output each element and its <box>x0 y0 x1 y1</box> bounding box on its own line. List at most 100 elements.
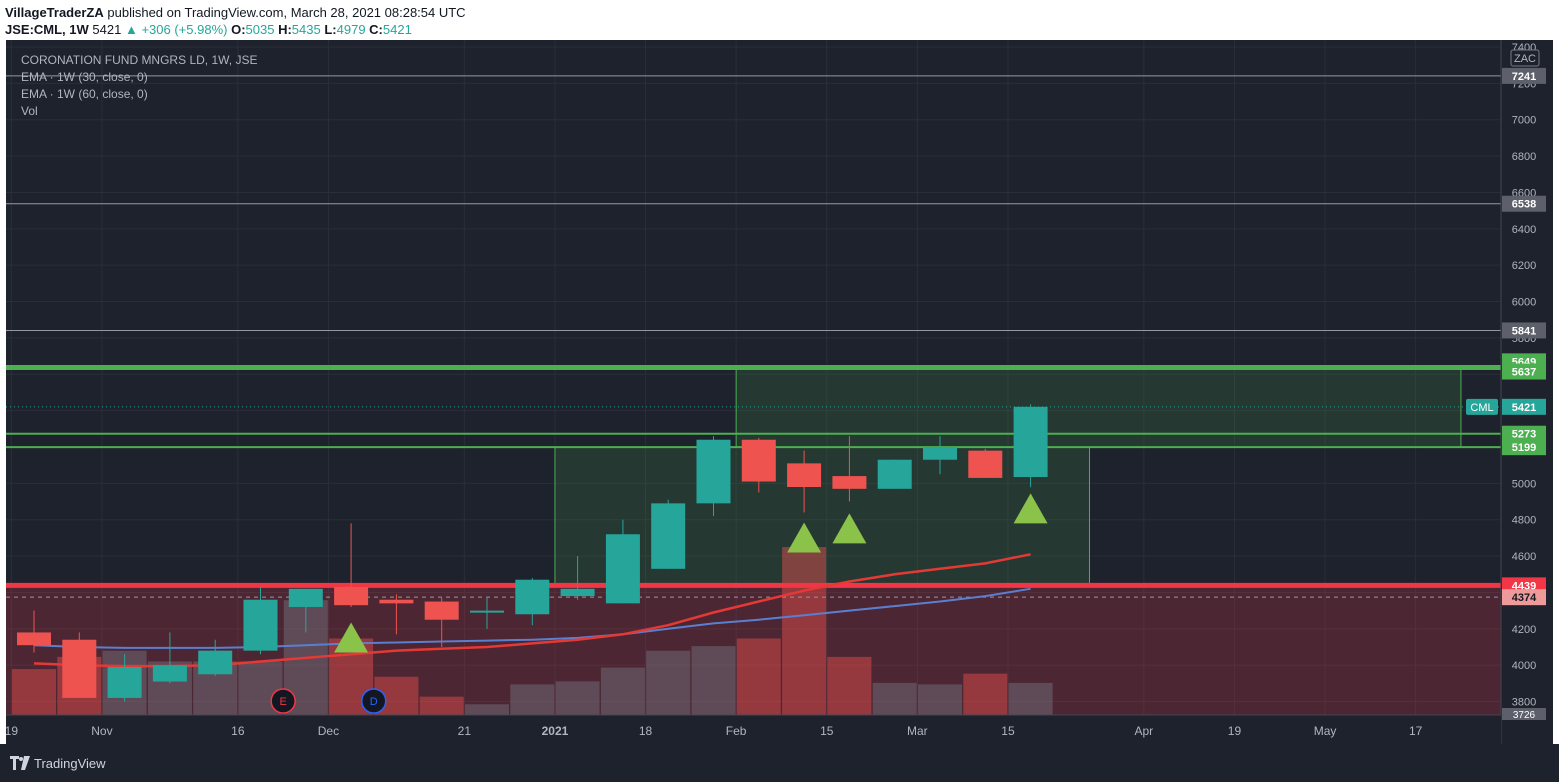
volume-bar <box>963 673 1008 715</box>
time-axis: 19 Nov 16 Dec 21 2021 18 Feb 15 Mar 15 Apr 19 May 17 <box>5 714 1501 744</box>
candle-body <box>877 459 912 489</box>
close-label: C: <box>369 22 383 37</box>
bottom-price-label: 3726 <box>1513 710 1536 721</box>
legend-ema60[interactable]: EMA · 1W (60, close, 0) <box>21 87 148 101</box>
legend-ema30[interactable]: EMA · 1W (30, close, 0) <box>21 70 148 84</box>
high-label: H: <box>278 22 292 37</box>
candle-body <box>515 579 550 615</box>
candle <box>651 499 686 569</box>
volume-bar <box>782 547 827 715</box>
level-tag-4374 <box>1502 589 1546 606</box>
candle <box>787 450 822 513</box>
price-tick-label: 4000 <box>1512 660 1536 672</box>
event-label-E: E <box>279 696 286 708</box>
buy-signal-marker <box>1013 493 1048 524</box>
volume-bar <box>12 669 56 715</box>
candle-body <box>651 503 686 569</box>
volume-bar <box>872 682 917 715</box>
time-tick-label: 21 <box>458 724 472 738</box>
price-chart[interactable]: ED38004000420044004600480050005200540056… <box>5 40 1553 744</box>
candle-body <box>424 601 459 620</box>
level-label-6538: 6538 <box>1512 199 1536 211</box>
publish-header: VillageTraderZA published on TradingView… <box>0 0 1559 40</box>
time-tick-label: Feb <box>726 724 747 738</box>
price-axis: 3800400042004400460048005000520054005600… <box>1466 40 1553 744</box>
candle-body <box>334 587 369 606</box>
level-tag-6538 <box>1502 195 1546 212</box>
candle <box>1013 404 1048 488</box>
price-tick-label: 4800 <box>1512 515 1536 527</box>
candle <box>152 632 187 684</box>
price-tick-label: 7000 <box>1512 115 1536 127</box>
candle-body <box>62 639 97 698</box>
low-value: 4979 <box>336 22 366 37</box>
candle-body <box>17 632 51 646</box>
candle-body <box>198 650 233 675</box>
candle <box>379 594 414 635</box>
buy-signal-marker <box>787 522 822 553</box>
price-tick-label: 5000 <box>1512 478 1536 490</box>
candle <box>923 436 957 475</box>
author-name[interactable]: VillageTraderZA <box>5 5 104 20</box>
candle <box>515 577 550 626</box>
time-tick-label: Dec <box>318 724 339 738</box>
price-change: ▲ +306 (+5.98%) <box>124 22 228 37</box>
candle-body <box>605 534 640 604</box>
candle-body <box>787 463 822 487</box>
price-tick-label: 4600 <box>1512 551 1536 563</box>
volume-bar <box>918 684 962 715</box>
volume-bar <box>510 684 555 715</box>
time-tick-label: May <box>1314 724 1337 738</box>
time-tick-label: 19 <box>1228 724 1242 738</box>
low-label: L: <box>324 22 337 37</box>
level-tag-5637 <box>1502 363 1546 380</box>
candle-body <box>107 667 142 698</box>
ohlc-info: JSE:CML, 1W 5421 ▲ +306 (+5.98%) O:5035 … <box>5 22 412 37</box>
bottom-price-tag <box>1502 708 1546 720</box>
open-value: 5035 <box>245 22 275 37</box>
chart-area[interactable]: ED38004000420044004600480050005200540056… <box>5 40 1553 744</box>
candle <box>696 436 731 517</box>
high-value: 5435 <box>291 22 321 37</box>
candle-body <box>741 439 776 482</box>
level-tag-5199 <box>1502 439 1546 456</box>
candle-body <box>696 439 731 504</box>
symbol-tag-label: CML <box>1470 402 1493 414</box>
time-axis-bg <box>6 715 1501 744</box>
candle <box>605 519 640 604</box>
volume-bar <box>827 656 872 715</box>
candle-body <box>968 450 1003 478</box>
legend-vol[interactable]: Vol <box>21 104 38 118</box>
event-label-D: D <box>370 696 378 708</box>
price-tick-label: 3800 <box>1512 697 1536 709</box>
time-tick-label: 17 <box>1409 724 1423 738</box>
volume-bar <box>646 650 691 715</box>
event-marker-E <box>270 688 296 714</box>
candle <box>288 588 323 633</box>
open-label: O: <box>231 22 246 37</box>
candle-body <box>288 588 323 607</box>
currency-label: ZAC <box>1514 53 1536 65</box>
volume-bar <box>419 696 464 715</box>
symbol-label: JSE:CML, 1W <box>5 22 89 37</box>
volume-bar <box>465 704 509 715</box>
level-tag-5273 <box>1502 425 1546 442</box>
symbol-tag <box>1466 398 1498 415</box>
event-marker-D <box>361 688 387 714</box>
price-tick-label: 6400 <box>1512 224 1536 236</box>
price-tick-label: 6800 <box>1512 151 1536 163</box>
publish-info: VillageTraderZA published on TradingView… <box>5 5 466 20</box>
candle <box>470 597 504 629</box>
candle <box>17 610 51 653</box>
footer: TradingView <box>0 744 1559 782</box>
price-tick-label: 6200 <box>1512 260 1536 272</box>
tradingview-logo-icon[interactable] <box>10 756 30 770</box>
time-tick-label: Apr <box>1135 724 1154 738</box>
footer-brand[interactable]: TradingView <box>34 756 106 771</box>
candle <box>198 639 233 677</box>
level-label-4374: 4374 <box>1512 592 1537 604</box>
last-price-label: 5421 <box>1512 402 1536 414</box>
candle-body <box>1013 406 1048 477</box>
time-tick-label: 16 <box>231 724 245 738</box>
price-tick-label: 6000 <box>1512 297 1536 309</box>
